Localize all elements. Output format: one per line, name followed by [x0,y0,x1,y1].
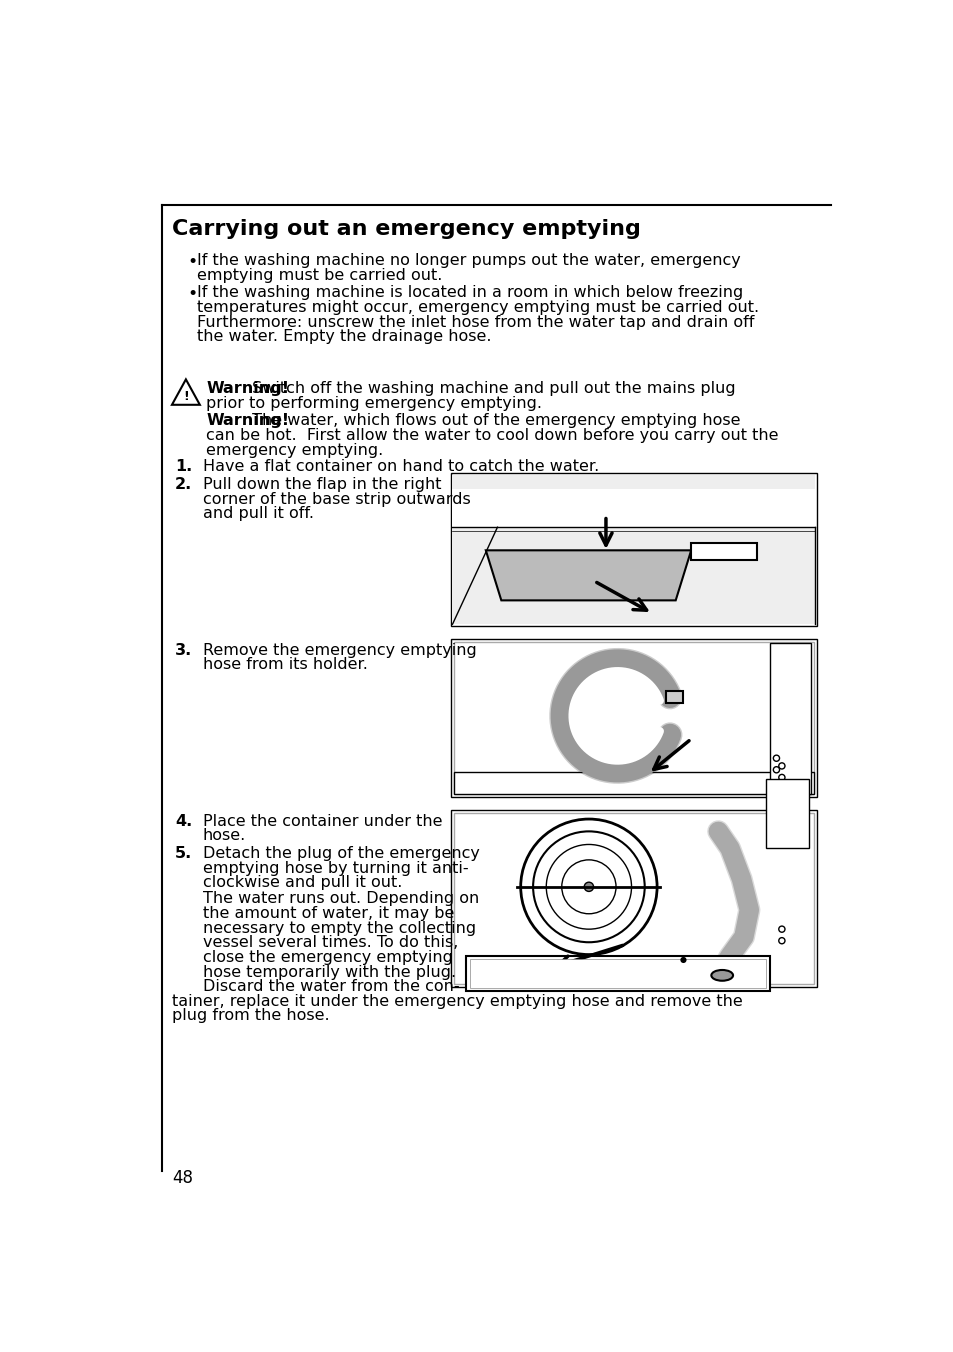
Text: the water. Empty the drainage hose.: the water. Empty the drainage hose. [196,330,491,345]
Text: Warning!: Warning! [206,381,289,396]
FancyBboxPatch shape [470,959,765,988]
Text: Detach the plug of the emergency: Detach the plug of the emergency [203,846,479,861]
Bar [454,813,813,984]
Text: 3.: 3. [174,642,193,657]
Bar [769,644,810,794]
Bar [452,475,815,625]
Text: emergency emptying.: emergency emptying. [206,442,383,457]
Text: •: • [187,253,197,272]
Text: Place the container under the: Place the container under the [203,814,442,829]
Text: necessary to empty the collecting: necessary to empty the collecting [203,921,476,936]
Text: Discard the water from the con-: Discard the water from the con- [203,979,459,994]
Text: Carrying out an emergency emptying: Carrying out an emergency emptying [172,219,640,239]
Text: temperatures might occur, emergency emptying must be carried out.: temperatures might occur, emergency empt… [196,300,758,315]
Bar [454,642,813,794]
Text: the amount of water, it may be: the amount of water, it may be [203,906,454,921]
Text: !: ! [183,391,189,403]
Text: clockwise and pull it out.: clockwise and pull it out. [203,875,402,890]
Polygon shape [485,550,691,600]
Bar [451,639,816,796]
Bar [765,779,808,848]
Text: emptying hose by turning it anti-: emptying hose by turning it anti- [203,861,468,876]
Circle shape [773,767,779,773]
Text: corner of the base strip outwards: corner of the base strip outwards [203,492,470,507]
Text: The water, which flows out of the emergency emptying hose: The water, which flows out of the emerge… [247,414,740,429]
Circle shape [679,957,686,963]
Ellipse shape [711,969,732,980]
Circle shape [778,926,784,933]
Text: Have a flat container on hand to catch the water.: Have a flat container on hand to catch t… [203,460,598,475]
Text: Switch off the washing machine and pull out the mains plug: Switch off the washing machine and pull … [247,381,735,396]
Text: 1.: 1. [174,460,193,475]
Text: If the washing machine no longer pumps out the water, emergency: If the washing machine no longer pumps o… [196,253,740,268]
Bar [451,810,816,987]
Bar [452,488,815,527]
Text: Remove the emergency emptying: Remove the emergency emptying [203,642,476,657]
Text: close the emergency emptying: close the emergency emptying [203,950,453,965]
Text: prior to performing emergency emptying.: prior to performing emergency emptying. [206,396,541,411]
Circle shape [583,883,593,891]
Circle shape [778,938,784,944]
Bar [454,772,813,794]
Text: tainer, replace it under the emergency emptying hose and remove the: tainer, replace it under the emergency e… [172,994,742,1009]
Text: can be hot.  First allow the water to cool down before you carry out the: can be hot. First allow the water to coo… [206,427,778,443]
Text: hose from its holder.: hose from its holder. [203,657,368,672]
Text: 2.: 2. [174,477,193,492]
FancyBboxPatch shape [466,956,769,991]
Text: hose temporarily with the plug.: hose temporarily with the plug. [203,964,456,980]
Text: •: • [187,285,197,303]
Text: plug from the hose.: plug from the hose. [172,1009,329,1023]
Bar [451,473,816,626]
Bar [665,691,682,703]
Text: emptying must be carried out.: emptying must be carried out. [196,268,441,283]
Text: The water runs out. Depending on: The water runs out. Depending on [203,891,478,906]
Text: and pull it off.: and pull it off. [203,507,314,522]
Text: Warning!: Warning! [206,414,289,429]
Text: If the washing machine is located in a room in which below freezing: If the washing machine is located in a r… [196,285,742,300]
Bar [691,542,757,560]
Text: 4.: 4. [174,814,193,829]
Text: 48: 48 [172,1169,193,1187]
Text: hose.: hose. [203,829,246,844]
Circle shape [773,756,779,761]
Text: vessel several times. To do this,: vessel several times. To do this, [203,936,457,950]
Text: Pull down the flap in the right: Pull down the flap in the right [203,477,441,492]
Text: Furthermore: unscrew the inlet hose from the water tap and drain off: Furthermore: unscrew the inlet hose from… [196,315,753,330]
Text: 5.: 5. [174,846,193,861]
